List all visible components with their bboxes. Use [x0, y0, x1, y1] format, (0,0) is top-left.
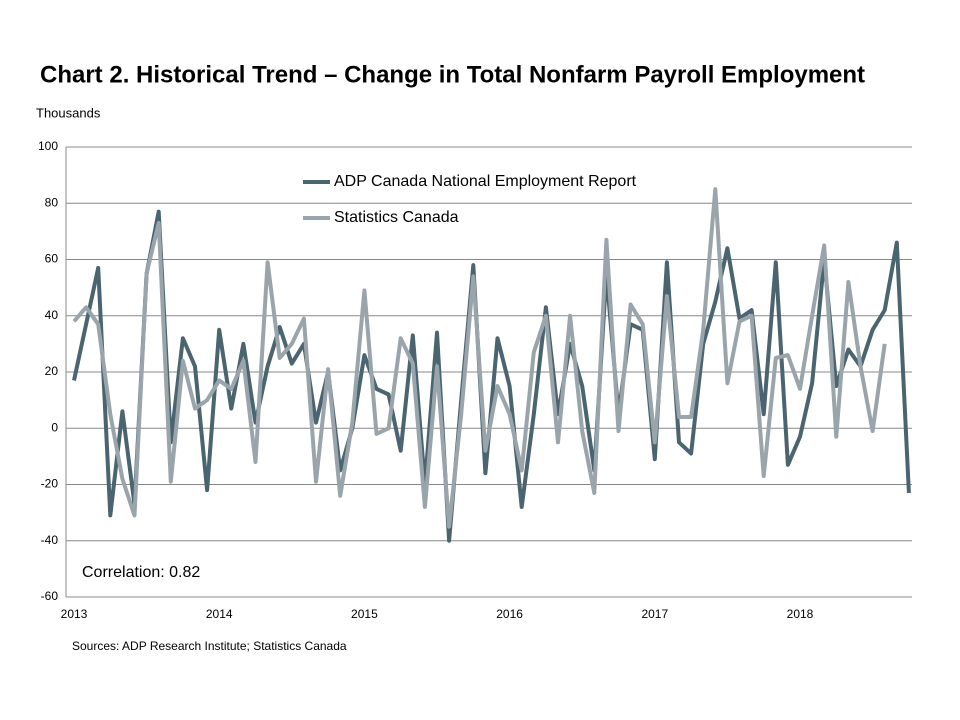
- y-tick-label: -20: [41, 477, 59, 491]
- annotation: Correlation: 0.82: [82, 564, 200, 581]
- legend-label: Statistics Canada: [334, 209, 459, 226]
- y-tick-label: 100: [38, 139, 58, 153]
- y-tick-label: -40: [41, 533, 59, 547]
- legend-label: ADP Canada National Employment Report: [334, 173, 637, 190]
- x-tick-label: 2017: [641, 607, 668, 621]
- source: Sources: ADP Research Institute; Statist…: [72, 639, 347, 653]
- y-tick-label: 20: [45, 364, 59, 378]
- line-series: [72, 209, 911, 543]
- y-tick-label: 0: [51, 420, 58, 434]
- x-tick-label: 2015: [351, 607, 378, 621]
- y-tick-label: 80: [45, 195, 59, 209]
- y-axis-label: Thousands: [36, 105, 101, 120]
- x-tick-label: 2014: [206, 607, 233, 621]
- y-tick-label: 40: [45, 308, 59, 322]
- x-tick-label: 2016: [496, 607, 523, 621]
- x-tick-label: 2018: [787, 607, 814, 621]
- chart-title: Chart 2. Historical Trend – Change in To…: [40, 61, 865, 88]
- x-tick-label: 2013: [61, 607, 88, 621]
- line-series: [72, 187, 887, 529]
- y-tick-label: -60: [41, 589, 59, 603]
- y-tick-label: 60: [45, 252, 59, 266]
